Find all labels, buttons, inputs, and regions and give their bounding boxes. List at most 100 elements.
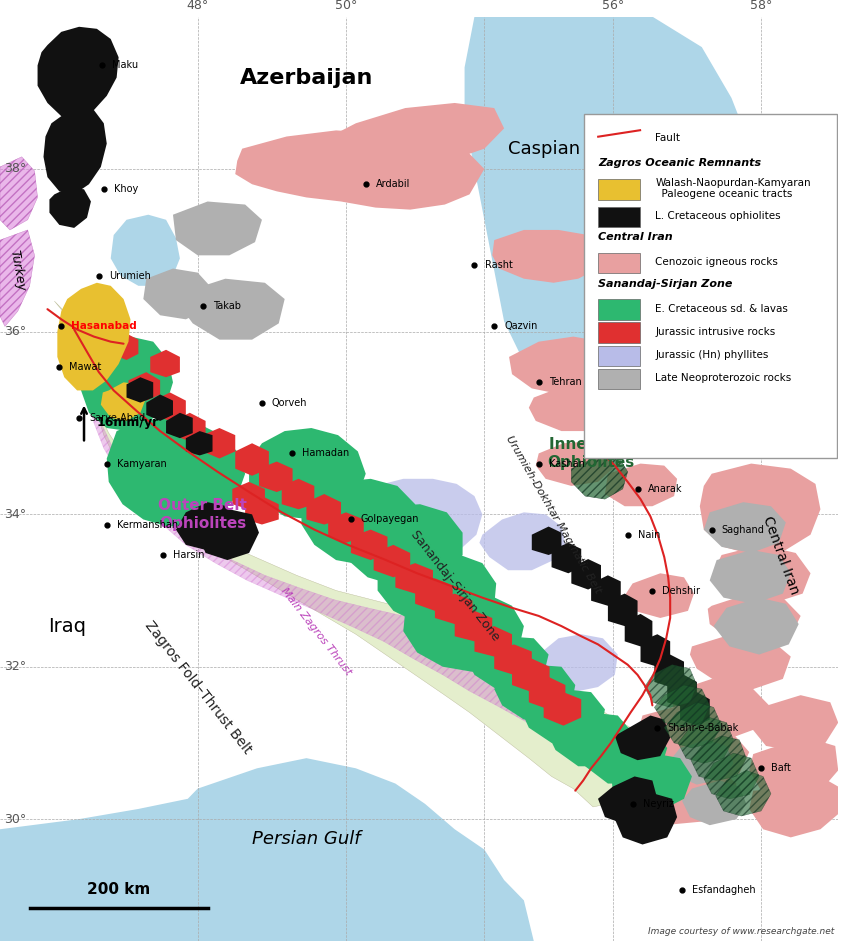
Polygon shape xyxy=(654,655,684,687)
Text: Baft: Baft xyxy=(771,763,791,774)
Bar xyxy=(598,299,640,320)
Polygon shape xyxy=(680,693,710,726)
Polygon shape xyxy=(395,563,433,594)
Text: Kermanshah: Kermanshah xyxy=(116,519,178,530)
Polygon shape xyxy=(548,712,632,766)
Text: Late Neoproterozoic rocks: Late Neoproterozoic rocks xyxy=(655,373,791,383)
Polygon shape xyxy=(146,394,173,421)
Polygon shape xyxy=(344,504,462,585)
Polygon shape xyxy=(127,377,153,403)
Polygon shape xyxy=(465,17,751,413)
Text: 48°: 48° xyxy=(186,0,209,12)
Polygon shape xyxy=(690,634,790,689)
Text: Esfandagheh: Esfandagheh xyxy=(692,885,756,895)
FancyBboxPatch shape xyxy=(584,114,837,458)
Text: Nain: Nain xyxy=(638,530,660,540)
Polygon shape xyxy=(374,545,411,578)
Polygon shape xyxy=(529,677,565,710)
Polygon shape xyxy=(202,428,235,458)
Bar xyxy=(598,323,640,343)
Text: Cenozoic igneous rocks: Cenozoic igneous rocks xyxy=(655,258,778,267)
Polygon shape xyxy=(110,215,180,286)
Polygon shape xyxy=(494,664,575,720)
Text: Mawat: Mawat xyxy=(70,362,102,372)
Polygon shape xyxy=(632,763,736,824)
Polygon shape xyxy=(235,131,484,210)
Polygon shape xyxy=(608,594,638,626)
Text: Kashan: Kashan xyxy=(549,458,585,469)
Polygon shape xyxy=(54,301,657,807)
Polygon shape xyxy=(0,157,37,230)
Text: Walash-Naopurdan-Kamyaran
  Paleogene oceanic tracts: Walash-Naopurdan-Kamyaran Paleogene ocea… xyxy=(655,178,811,199)
Text: 34°: 34° xyxy=(4,508,26,521)
Text: Urumieh: Urumieh xyxy=(109,271,150,280)
Text: Main Zagros Thrust: Main Zagros Thrust xyxy=(279,585,354,677)
Polygon shape xyxy=(571,559,601,589)
Text: Caspian Sea: Caspian Sea xyxy=(507,139,619,158)
Polygon shape xyxy=(571,454,627,499)
Text: Hamadan: Hamadan xyxy=(302,449,348,458)
Bar xyxy=(598,369,640,389)
Polygon shape xyxy=(403,594,524,672)
Polygon shape xyxy=(153,392,186,421)
Polygon shape xyxy=(605,464,677,506)
Polygon shape xyxy=(653,726,749,784)
Polygon shape xyxy=(306,494,341,524)
Polygon shape xyxy=(714,598,799,655)
Text: Zagros Oceanic Remnants: Zagros Oceanic Remnants xyxy=(598,158,762,168)
Text: Iraq: Iraq xyxy=(48,616,86,635)
Polygon shape xyxy=(186,431,212,455)
Text: Tehran: Tehran xyxy=(549,377,581,388)
Polygon shape xyxy=(351,530,388,560)
Text: Jurassic intrusive rocks: Jurassic intrusive rocks xyxy=(655,327,775,337)
Text: E. Cretaceous sd. & lavas: E. Cretaceous sd. & lavas xyxy=(655,304,788,313)
Polygon shape xyxy=(377,553,496,629)
Polygon shape xyxy=(328,512,364,543)
Polygon shape xyxy=(716,771,771,816)
Polygon shape xyxy=(415,579,453,611)
Text: Takab: Takab xyxy=(212,301,241,311)
Polygon shape xyxy=(302,479,420,566)
Polygon shape xyxy=(259,461,292,492)
Text: Harsin: Harsin xyxy=(173,550,205,560)
Text: Persian Gulf: Persian Gulf xyxy=(252,830,360,849)
Polygon shape xyxy=(60,327,643,787)
Text: Hasanabad: Hasanabad xyxy=(71,322,137,331)
Text: Neyriz: Neyriz xyxy=(643,799,673,809)
Polygon shape xyxy=(710,550,791,604)
Polygon shape xyxy=(494,645,532,675)
Polygon shape xyxy=(581,727,667,784)
Text: Shahr-e-Babak: Shahr-e-Babak xyxy=(667,723,739,733)
Polygon shape xyxy=(529,382,635,431)
Polygon shape xyxy=(101,382,146,421)
Polygon shape xyxy=(110,333,139,360)
Polygon shape xyxy=(664,702,722,748)
Polygon shape xyxy=(57,282,131,391)
Text: Fault: Fault xyxy=(655,133,680,143)
Text: Sanandaj-Sirjan Zone: Sanandaj-Sirjan Zone xyxy=(598,279,733,289)
Polygon shape xyxy=(173,201,262,255)
Bar xyxy=(598,207,640,228)
Polygon shape xyxy=(749,776,838,837)
Polygon shape xyxy=(615,715,670,760)
Text: Central Iran: Central Iran xyxy=(760,514,802,596)
Bar xyxy=(598,345,640,366)
Bar xyxy=(598,253,640,274)
Text: 36°: 36° xyxy=(4,325,26,338)
Polygon shape xyxy=(435,594,473,624)
Polygon shape xyxy=(235,443,269,476)
Text: Urumieh-Dokhtar Magmatic Belt: Urumieh-Dokhtar Magmatic Belt xyxy=(504,434,603,595)
Polygon shape xyxy=(144,268,212,319)
Polygon shape xyxy=(638,706,720,752)
Polygon shape xyxy=(509,337,623,394)
Polygon shape xyxy=(552,543,581,573)
Polygon shape xyxy=(678,718,734,763)
Text: Rasht: Rasht xyxy=(484,261,513,270)
Polygon shape xyxy=(173,413,206,441)
Text: 50°: 50° xyxy=(335,0,357,12)
Polygon shape xyxy=(544,693,581,726)
Polygon shape xyxy=(512,659,550,693)
Text: Inner Belt
Ophiolites: Inner Belt Ophiolites xyxy=(547,438,635,470)
Polygon shape xyxy=(654,685,710,727)
Text: Outer Belt
Ophiolites: Outer Belt Ophiolites xyxy=(158,498,247,531)
